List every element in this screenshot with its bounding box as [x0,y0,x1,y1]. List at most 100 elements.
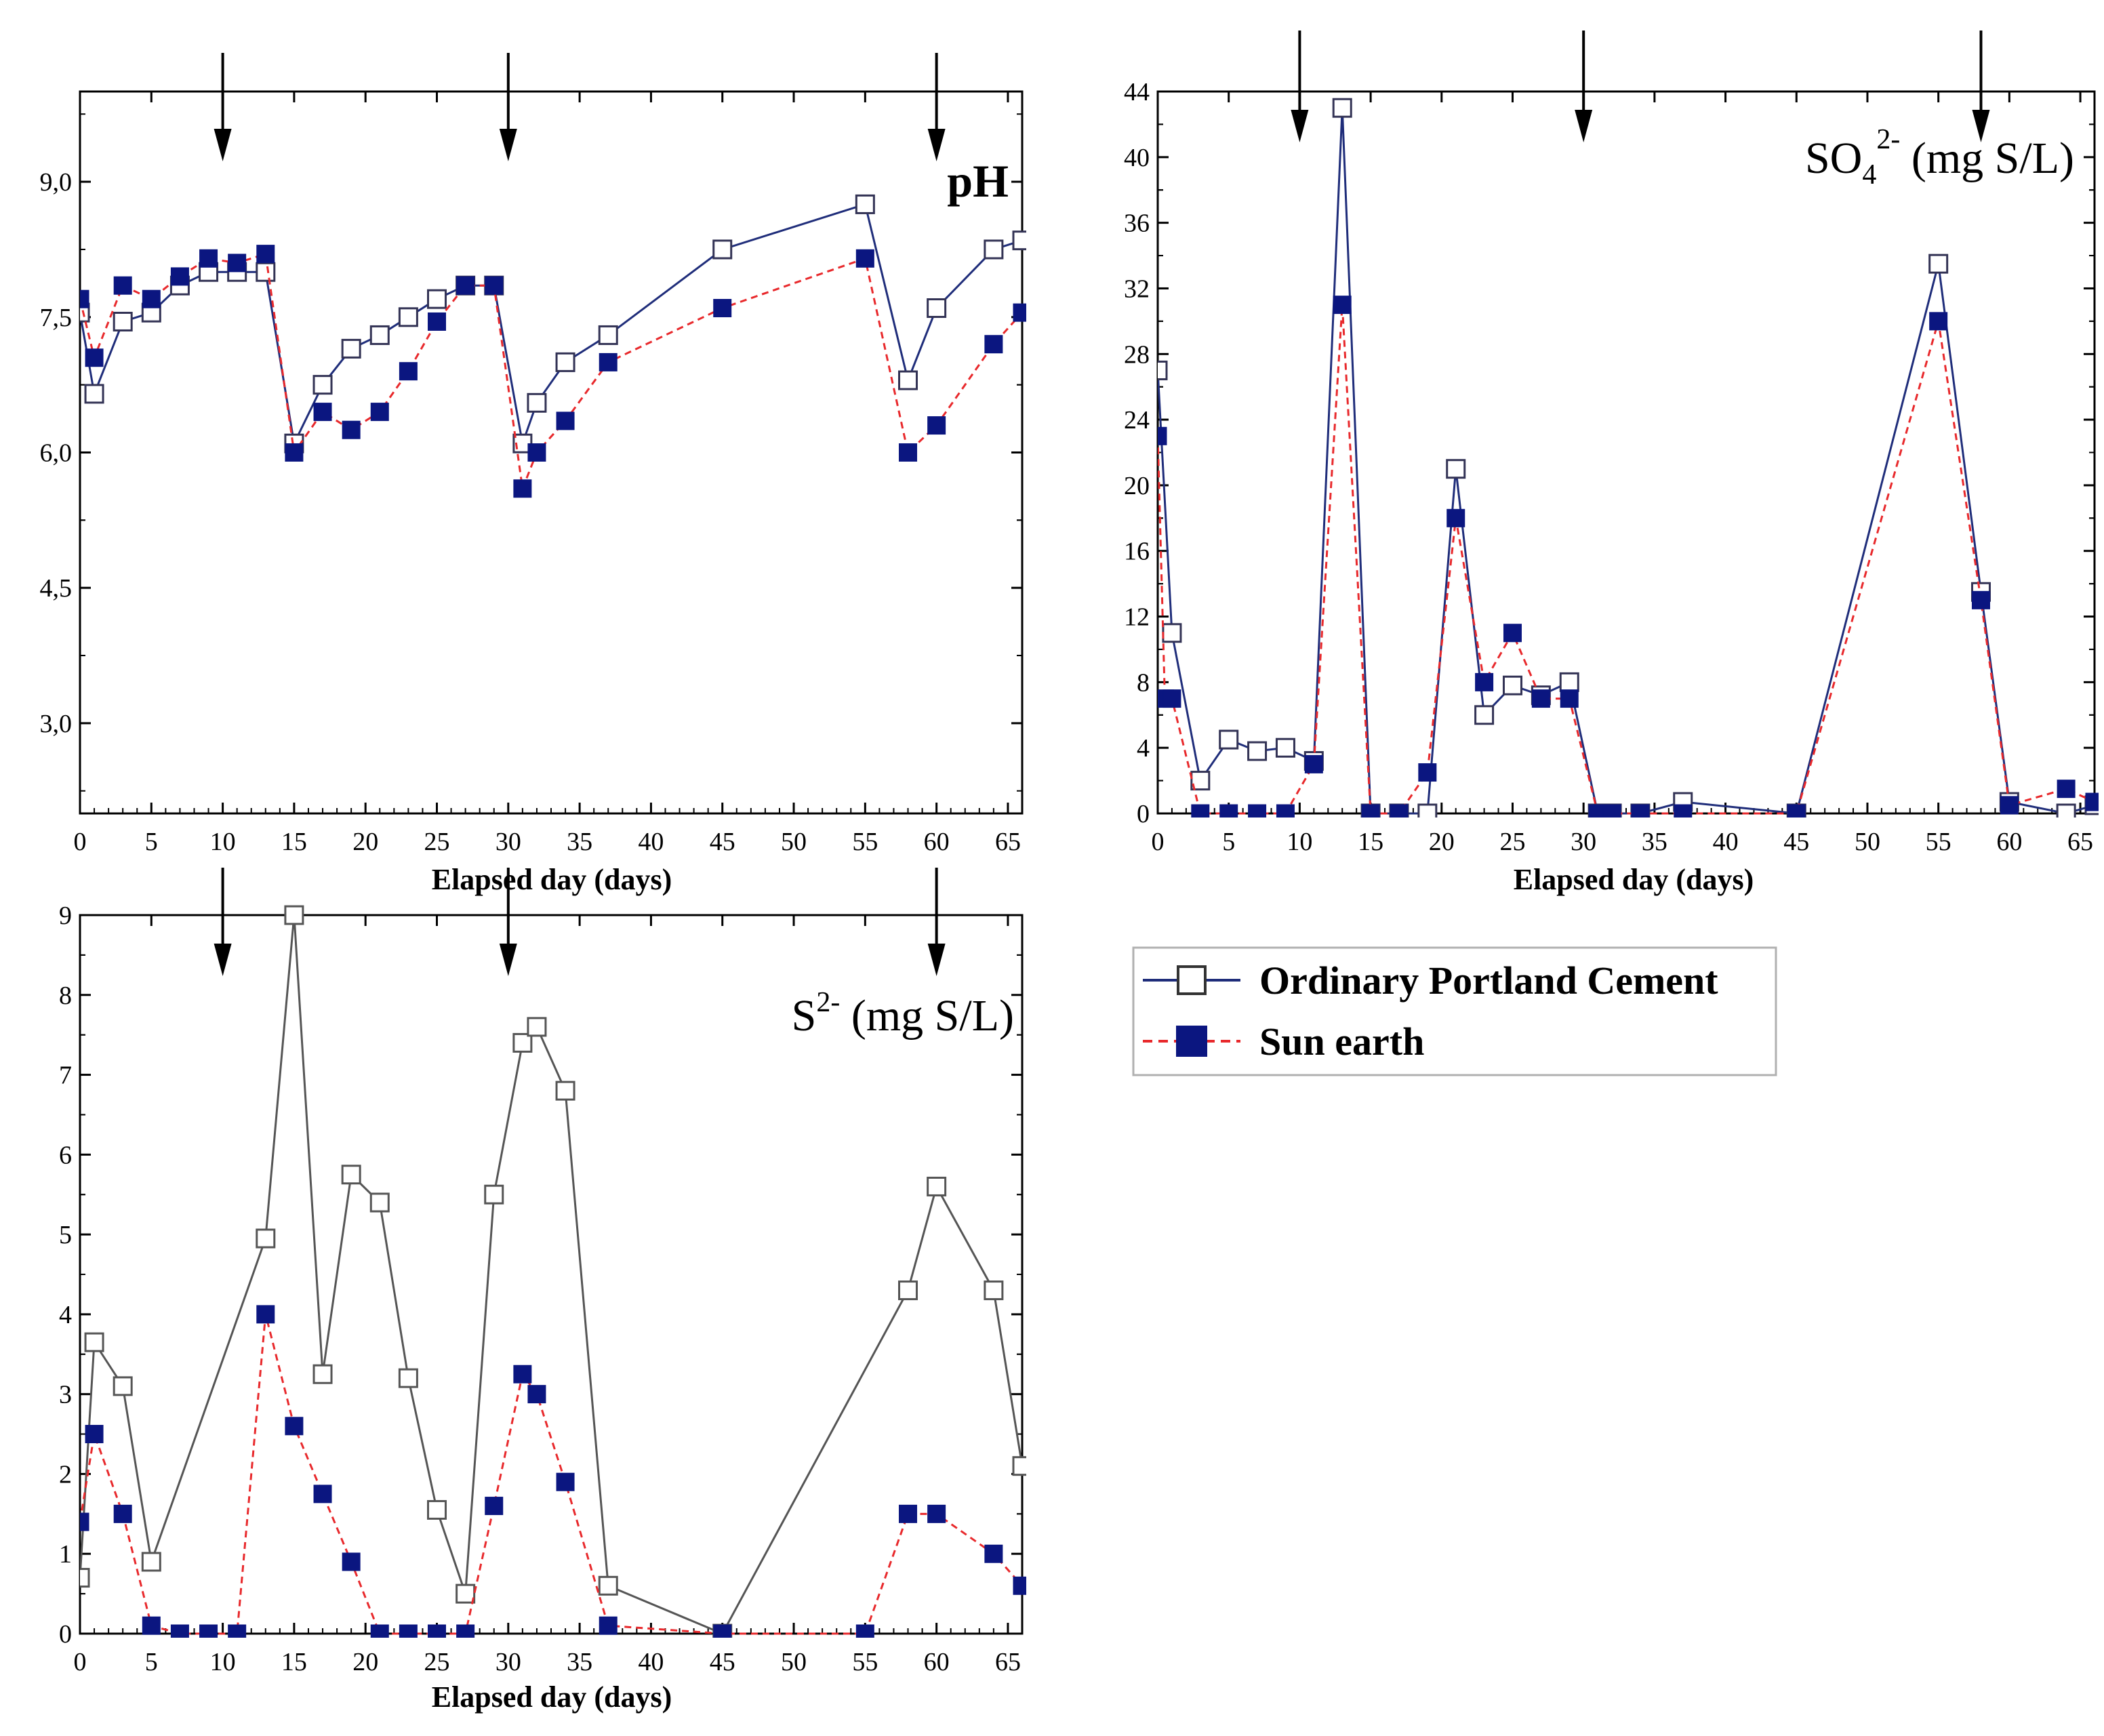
sulfide-chart-title: S2- (mg S/L) [792,987,1014,1041]
sulfide-y-tick-label: 9 [59,902,72,930]
sulfate-sun-earth-point [1219,804,1238,817]
sulfate-y-tick-label: 4 [1137,734,1150,763]
sulfide-x-tick-label: 0 [74,1648,87,1676]
ph-opc-point [855,194,875,214]
ph-sun-earth-point [456,276,475,295]
sulfate-y-tick-label: 8 [1137,668,1150,697]
sulfate-plot-frame [1156,90,2096,815]
sulfate-chart: 0 5 10 15 20 25 30 35 40 45 50 55 60 65 0 4 8 12 16 20 24 28 3… [1124,31,2099,896]
ph-sun-earth-point [313,403,332,422]
ph-x-tick-label: 25 [424,828,450,856]
sulfide-sun-earth-point [342,1552,361,1571]
sulfate-y-tick-label: 40 [1124,144,1150,172]
sulfate-opc-point [1417,803,1438,817]
sulfate-x-tick-label: 15 [1358,828,1383,856]
sulfide-opc-point [484,1184,504,1205]
legend-opc-label: Ordinary Portland Cement [1259,958,1718,1003]
sulfide-opc-point [141,1552,161,1572]
ph-sun-earth-point [556,411,575,430]
legend-sun-marker [1176,1026,1207,1057]
sulfate-opc-point [1559,672,1579,692]
sulfide-title-sup: 2- [816,987,840,1018]
sulfide-y-tick-label: 0 [59,1620,72,1649]
sulfate-x-tick-label: 55 [1926,828,1951,856]
ph-event-arrow [499,53,517,161]
sulfate-y-tick-label: 32 [1124,275,1150,303]
sulfate-sun-earth-point [1503,624,1522,643]
sulfate-sun-earth-point [1475,672,1494,691]
sulfide-opc-point [512,1032,533,1053]
ph-sun-earth-point [599,352,618,371]
sulfide-event-arrow [927,868,946,976]
ph-sun-earth-point [85,348,104,367]
sulfate-sun-earth-point [1531,689,1550,708]
sulfide-event-arrow [214,868,232,976]
ph-x-tick-label: 30 [495,828,521,856]
sulfide-y-tick-label: 8 [59,982,72,1010]
sulfide-sun-earth-point [599,1616,618,1635]
sulfide-y-tick-label: 4 [59,1301,72,1329]
sulfide-sun-earth-point [399,1624,418,1638]
ph-sun-earth-point [113,276,132,295]
sulfate-sun-earth-point [1158,426,1167,445]
sulfate-sun-earth-point [1602,804,1621,817]
sulfide-x-tick-label: 60 [924,1648,950,1676]
sulfide-opc-point [527,1017,547,1037]
sulfide-sun-earth-point [113,1504,132,1523]
sulfate-x-tick-label: 10 [1287,828,1312,856]
legend-box [1132,946,1777,1076]
ph-x-axis-label: Elapsed day (days) [432,863,672,896]
sulfate-y-tick-label: 44 [1124,78,1150,106]
sulfide-sun-earth-point [984,1544,1003,1563]
sulfate-x-tick-label: 25 [1499,828,1525,856]
sulfide-sun-earth-point [256,1305,275,1324]
sulfide-opc-point [113,1376,133,1396]
ph-opc-point [598,325,618,345]
ph-sun-earth-point [285,443,304,462]
sulfate-x-tick-label: 65 [2067,828,2093,856]
ph-opc-point [113,311,133,331]
sulfate-sun-earth-point [2057,780,2076,799]
sulfate-opc-line [1158,108,2095,815]
ph-x-tick-label: 45 [710,828,735,856]
ph-sun-earth-point [527,443,546,462]
sulfide-event-arrow [499,868,517,976]
ph-x-tick-label: 10 [210,828,236,856]
sulfate-event-arrow [1972,31,1990,142]
ph-x-tick-label: 65 [995,828,1021,856]
sulfide-sun-earth-point [285,1417,304,1436]
ph-sun-earth-point [927,416,946,435]
sulfide-opc-point [456,1583,476,1604]
ph-sun-earth-point [855,249,874,268]
ph-sun-earth-point [713,299,732,317]
sulfide-sun-earth-point [513,1365,532,1384]
ph-x-tick-label: 40 [638,828,664,856]
sulfide-title-base: S [792,991,817,1041]
sulfide-opc-point [312,1364,333,1384]
ph-opc-point [84,384,104,404]
sulfide-plot-area [80,905,1026,1638]
sulfide-opc-point [84,1332,104,1352]
sulfate-x-tick-label: 0 [1152,828,1165,856]
sulfate-sun-earth-point [1304,754,1323,773]
sulfide-y-tick-label: 7 [59,1062,72,1090]
sulfide-opc-point [927,1176,947,1196]
sulfate-sun-earth-point [1162,689,1181,708]
ph-sun-earth-point [513,479,532,498]
sulfate-y-tick-label: 20 [1124,472,1150,500]
sulfate-sun-earth-point [1276,804,1295,817]
ph-sun-earth-point [80,289,89,308]
ph-sun-earth-point [899,443,918,462]
legend-opc-marker [1177,965,1207,995]
sulfide-y-tick-label: 1 [59,1540,72,1569]
sulfate-title-base: SO [1805,134,1862,183]
ph-opc-point [555,352,575,372]
sulfide-y-tick-label: 3 [59,1381,72,1409]
sulfate-sun-earth-point [1191,804,1210,817]
ph-y-tick-label: 6,0 [40,439,73,468]
ph-sun-earth-point [342,420,361,439]
sulfate-sun-earth-point [1361,804,1380,817]
sulfide-x-tick-label: 55 [852,1648,878,1676]
ph-y-tick-label: 9,0 [40,168,73,197]
